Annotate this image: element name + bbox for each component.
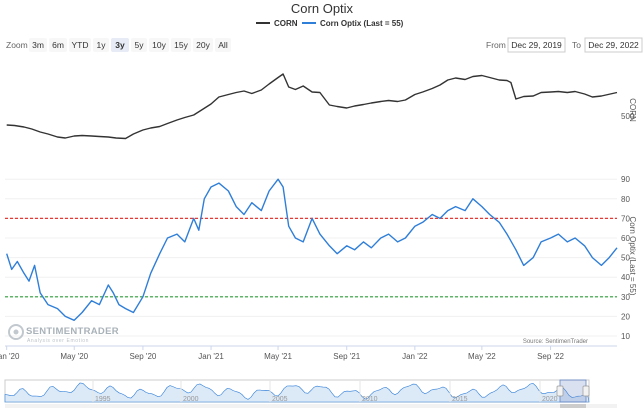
- x-tick-label: May '20: [60, 352, 88, 361]
- x-tick-label: Sep '22: [537, 352, 564, 361]
- corn-axis-title: CORN: [628, 98, 637, 122]
- zoom-button-bg: [149, 38, 169, 52]
- navigator-tick-label: 1995: [95, 396, 111, 403]
- navigator-tick-label: 2005: [272, 396, 288, 403]
- x-tick-label: Sep '20: [129, 352, 156, 361]
- optix-axis-tick-90: 90: [621, 175, 630, 184]
- chart-title: Corn Optix: [291, 1, 354, 16]
- zoom-button-1y[interactable]: 1y: [93, 38, 109, 52]
- legend[interactable]: CORN Corn Optix (Last = 55): [256, 19, 404, 28]
- optix-axis-tick-20: 20: [621, 312, 630, 321]
- zoom-button-bg: [131, 38, 147, 52]
- navigator-handle-left[interactable]: [556, 385, 564, 397]
- optix-axis-tick-80: 80: [621, 195, 630, 204]
- corn-series: [6, 73, 618, 140]
- zoom-button-bg: [29, 38, 47, 52]
- zoom-button-20y[interactable]: 20y: [193, 38, 213, 52]
- zoom-button-bg: [49, 38, 67, 52]
- x-tick-label: Jan '21: [198, 352, 224, 361]
- corn-axis-tick-500: 500: [621, 112, 635, 121]
- optix-gridlines: [5, 178, 617, 337]
- logo-mark-dot-icon: [13, 329, 19, 335]
- optix-axis-tick-10: 10: [621, 332, 630, 341]
- optix-axis-tick-40: 40: [621, 273, 630, 282]
- x-tick-label: May '21: [264, 352, 292, 361]
- zoom-buttons: 3m 6m YTD 1y 3y 5y 10y 15y 20y All: [29, 38, 231, 52]
- scrollbar-thumb[interactable]: [560, 404, 586, 408]
- zoom-button-3m[interactable]: 3m: [29, 38, 47, 52]
- zoom-button-label: 6m: [52, 40, 64, 50]
- x-tick-label: Jan '22: [402, 352, 428, 361]
- zoom-button-3y[interactable]: 3y: [111, 38, 129, 52]
- range-from-input[interactable]: [507, 37, 566, 53]
- zoom-button-10y[interactable]: 10y: [149, 38, 169, 52]
- legend-label-corn: CORN: [274, 19, 298, 28]
- range-to-label: To: [572, 40, 581, 50]
- optix-axis-title: Corn Optix (Last = 55): [628, 217, 637, 296]
- navigator-tick-label: 2010: [362, 396, 378, 403]
- legend-item-optix[interactable]: Corn Optix (Last = 55): [302, 19, 404, 28]
- zoom-button-bg: [215, 38, 231, 52]
- range-to-input[interactable]: [584, 37, 643, 53]
- zoom-label: Zoom: [6, 40, 28, 50]
- zoom-button-bg: [171, 38, 191, 52]
- legend-label-optix: Corn Optix (Last = 55): [320, 19, 404, 28]
- navigator-handle-right[interactable]: [582, 385, 590, 397]
- navigator-tick-label: 2015: [452, 396, 468, 403]
- logo-tagline: Analysis over Emotion: [27, 338, 89, 344]
- optix-axis: 10 20 30 40 50 60 70 80 90: [621, 175, 630, 341]
- zoom-button-label: 3m: [32, 40, 44, 50]
- zoom-button-5y[interactable]: 5y: [131, 38, 147, 52]
- optix-axis-tick-50: 50: [621, 254, 630, 263]
- zoom-button-bg: [111, 38, 129, 52]
- zoom-button-label: YTD: [72, 40, 89, 50]
- zoom-button-label: 15y: [174, 40, 188, 50]
- zoom-button-label: All: [218, 40, 228, 50]
- reference-lines: [5, 217, 617, 298]
- zoom-button-bg: [69, 38, 91, 52]
- legend-item-corn[interactable]: CORN: [256, 19, 298, 28]
- x-tick-label: Sep '21: [333, 352, 360, 361]
- x-tick-label: Jan '20: [0, 352, 20, 361]
- optix-series: [6, 178, 618, 321]
- logo-mark-icon: [8, 324, 24, 340]
- corn-line: [6, 73, 618, 140]
- optix-axis-tick-70: 70: [621, 214, 630, 223]
- scrollbar[interactable]: [5, 404, 617, 408]
- zoom-button-label: 20y: [196, 40, 210, 50]
- range-from-value: Dec 29, 2019: [511, 40, 562, 50]
- navigator-tick-label: 2000: [183, 396, 199, 403]
- zoom-button-ytd[interactable]: YTD: [69, 38, 91, 52]
- zoom-button-bg: [193, 38, 213, 52]
- zoom-button-bg: [93, 38, 109, 52]
- range-to-value: Dec 29, 2022: [588, 40, 639, 50]
- optix-axis-tick-60: 60: [621, 234, 630, 243]
- range-from-label: From: [486, 40, 506, 50]
- zoom-button-label: 1y: [97, 40, 107, 50]
- x-axis-ticks: Jan '20 May '20 Sep '20 Jan '21 May '21 Sep '…: [0, 346, 565, 361]
- navigator[interactable]: 1995 2000 2005 2010 2015 2020: [4, 379, 590, 403]
- logo-name: SENTIMENTRADER: [26, 326, 119, 337]
- navigator-ticks: 1995 2000 2005 2010 2015 2020: [92, 380, 558, 403]
- x-tick-label: May '22: [468, 352, 496, 361]
- plot-area: [5, 62, 617, 344]
- sentimentrader-logo: SENTIMENTRADER Analysis over Emotion: [8, 324, 119, 344]
- optix-line: [6, 178, 618, 321]
- navigator-tick-label: 2020: [542, 396, 558, 403]
- zoom-button-6m[interactable]: 6m: [49, 38, 67, 52]
- source-credit: Source: SentimenTrader: [523, 339, 588, 345]
- zoom-button-15y[interactable]: 15y: [171, 38, 191, 52]
- corn-axis: 500 CORN: [621, 98, 637, 122]
- zoom-button-label: 10y: [152, 40, 166, 50]
- zoom-button-label: 3y: [115, 40, 125, 50]
- scrollbar-track[interactable]: [5, 404, 617, 408]
- navigator-selection[interactable]: [559, 379, 587, 403]
- navigator-series: [4, 382, 590, 403]
- zoom-button-all[interactable]: All: [215, 38, 231, 52]
- optix-axis-tick-30: 30: [621, 293, 630, 302]
- zoom-button-label: 5y: [135, 40, 145, 50]
